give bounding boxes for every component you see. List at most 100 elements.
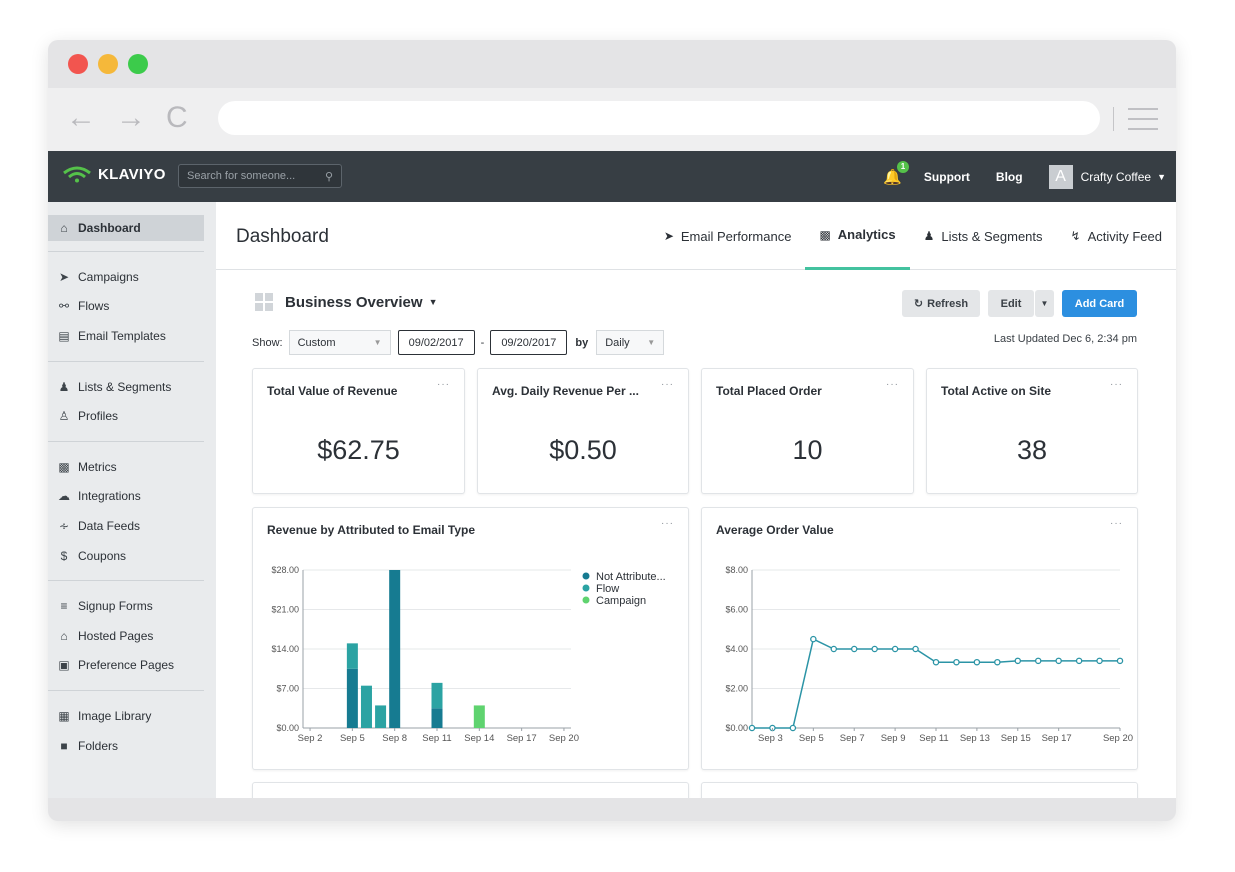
forward-arrow-icon[interactable]: → bbox=[116, 101, 146, 134]
y-tick-label: $0.00 bbox=[276, 723, 299, 733]
date-separator: - bbox=[480, 336, 485, 349]
card-menu-icon[interactable]: ··· bbox=[1110, 379, 1123, 390]
x-tick-label: Sep 3 bbox=[758, 733, 783, 744]
edit-dropdown-button[interactable]: ▼ bbox=[1035, 290, 1054, 317]
x-tick-label: Sep 2 bbox=[298, 733, 323, 744]
back-arrow-icon[interactable]: ← bbox=[66, 101, 96, 134]
search-input[interactable]: Search for someone... ⚲ bbox=[178, 164, 342, 188]
sidebar-item-profiles[interactable]: ♙ Profiles bbox=[48, 401, 216, 431]
sidebar-item-coupons[interactable]: $ Coupons bbox=[48, 541, 216, 571]
card-menu-icon[interactable]: ··· bbox=[661, 379, 674, 390]
users-icon: ♟ bbox=[923, 229, 935, 243]
sidebar-item-campaigns[interactable]: ➤ Campaigns bbox=[48, 262, 216, 292]
x-tick-label: Sep 5 bbox=[799, 733, 824, 744]
data-point bbox=[871, 645, 878, 653]
overview-title: Business Overview bbox=[285, 293, 423, 311]
sidebar-item-preference-pages[interactable]: ▣ Preference Pages bbox=[48, 651, 216, 681]
maximize-window-button[interactable] bbox=[128, 54, 148, 74]
chart-title: Average Order Value bbox=[716, 523, 834, 537]
sidebar-item-dashboard[interactable]: ⌂ Dashboard bbox=[48, 215, 204, 241]
legend-label: Flow bbox=[596, 583, 619, 595]
form-icon: ≡ bbox=[60, 599, 68, 614]
interval-select[interactable]: Daily ▼ bbox=[596, 330, 665, 355]
overview-selector[interactable]: Business Overview ▼ bbox=[255, 293, 438, 311]
data-point bbox=[789, 724, 797, 732]
wifi-logo-icon bbox=[63, 166, 91, 183]
add-card-button[interactable]: Add Card bbox=[1062, 290, 1137, 317]
bar-segment bbox=[360, 685, 372, 728]
metric-card-revenue: Total Value of Revenue ··· $62.75 bbox=[252, 368, 465, 494]
bar-segment bbox=[346, 668, 358, 728]
data-point bbox=[891, 645, 899, 653]
sidebar-item-signup-forms[interactable]: ≡ Signup Forms bbox=[48, 591, 216, 621]
paper-plane-icon: ➤ bbox=[663, 229, 674, 243]
close-window-button[interactable] bbox=[68, 54, 88, 74]
hamburger-menu-icon[interactable] bbox=[1128, 108, 1158, 138]
x-tick-label: Sep 5 bbox=[340, 733, 365, 744]
support-link[interactable]: Support bbox=[923, 169, 970, 184]
card-menu-icon[interactable]: ··· bbox=[437, 379, 450, 390]
data-point bbox=[932, 658, 940, 666]
card-menu-icon[interactable]: ··· bbox=[886, 379, 899, 390]
account-menu[interactable]: A Crafty Coffee ▼ bbox=[1048, 164, 1166, 189]
x-tick-label: Sep 11 bbox=[422, 733, 451, 744]
account-name: Crafty Coffee bbox=[1080, 169, 1152, 184]
sidebar-item-data-feeds[interactable]: ∻ Data Feeds bbox=[48, 511, 216, 541]
x-tick-label: Sep 15 bbox=[1001, 733, 1031, 744]
address-bar[interactable] bbox=[218, 101, 1100, 135]
end-date-input[interactable]: 09/20/2017 bbox=[490, 330, 568, 355]
y-tick-label: $8.00 bbox=[725, 565, 748, 575]
bar-chart-icon: ▩ bbox=[58, 459, 70, 474]
chevron-down-icon: ▼ bbox=[428, 297, 438, 307]
card-menu-icon[interactable]: ··· bbox=[661, 518, 674, 529]
card-menu-icon[interactable]: ··· bbox=[1110, 518, 1123, 529]
y-tick-label: $6.00 bbox=[725, 605, 748, 615]
bar-segment bbox=[473, 705, 485, 728]
sidebar-item-lists-segments[interactable]: ♟ Lists & Segments bbox=[48, 372, 216, 402]
chart-card-average-order-value: Average Order Value ··· $0.00 $2.00 $4.00 $… bbox=[701, 507, 1138, 770]
x-tick-label: Sep 14 bbox=[464, 733, 494, 744]
data-point bbox=[1014, 657, 1022, 665]
tab-email-performance[interactable]: ➤ Email Performance bbox=[663, 228, 792, 244]
tab-lists-segments[interactable]: ♟ Lists & Segments bbox=[923, 228, 1043, 244]
app-root: KLAVIYO Search for someone... ⚲ 🔔 1 Suppo… bbox=[48, 151, 1176, 798]
browser-toolbar: ← → C bbox=[48, 88, 1176, 151]
y-tick-label: $2.00 bbox=[725, 684, 748, 694]
page-header: Dashboard ➤ Email Performance ▩ Analytics … bbox=[216, 202, 1176, 270]
tab-analytics[interactable]: ▩ Analytics bbox=[805, 202, 910, 270]
main-content: Dashboard ➤ Email Performance ▩ Analytics … bbox=[216, 202, 1176, 798]
sidebar-item-folders[interactable]: ■ Folders bbox=[48, 731, 216, 761]
paper-plane-icon: ➤ bbox=[58, 269, 70, 284]
reload-icon[interactable]: C bbox=[166, 101, 188, 134]
by-label: by bbox=[575, 336, 589, 349]
sidebar: ⌂ Dashboard ➤ Campaigns ⚯ Flows ▤ Email Temp… bbox=[48, 202, 216, 798]
sidebar-item-flows[interactable]: ⚯ Flows bbox=[48, 292, 216, 322]
start-date-input[interactable]: 09/02/2017 bbox=[397, 330, 475, 355]
page-title: Dashboard bbox=[236, 226, 329, 247]
refresh-button[interactable]: ↻ Refresh bbox=[902, 290, 980, 317]
klaviyo-logo[interactable]: KLAVIYO bbox=[62, 165, 166, 183]
edit-button[interactable]: Edit bbox=[988, 290, 1034, 317]
minimize-window-button[interactable] bbox=[98, 54, 118, 74]
metric-card-active-on-site: Total Active on Site ··· 38 bbox=[926, 368, 1138, 494]
users-icon: ♟ bbox=[58, 379, 70, 394]
sidebar-item-metrics[interactable]: ▩ Metrics bbox=[48, 452, 216, 482]
x-tick-label: Sep 20 bbox=[1103, 733, 1133, 744]
y-tick-label: $21.00 bbox=[271, 605, 299, 615]
template-icon: ▤ bbox=[58, 328, 70, 343]
sidebar-item-hosted-pages[interactable]: ⌂ Hosted Pages bbox=[48, 621, 216, 651]
notification-bell-icon[interactable]: 🔔 1 bbox=[883, 160, 909, 186]
sidebar-item-image-library[interactable]: ▦ Image Library bbox=[48, 701, 216, 731]
toolbar-divider bbox=[1113, 107, 1114, 131]
sidebar-item-integrations[interactable]: ☁ Integrations bbox=[58, 489, 141, 504]
tab-activity-feed[interactable]: ↯ Activity Feed bbox=[1070, 228, 1162, 244]
bolt-icon: ↯ bbox=[1070, 229, 1081, 243]
window-icon: ▣ bbox=[58, 658, 70, 673]
chevron-down-icon: ▼ bbox=[1157, 171, 1166, 182]
sidebar-item-email-templates[interactable]: ▤ Email Templates bbox=[48, 321, 216, 351]
y-tick-label: $0.00 bbox=[725, 723, 748, 733]
range-select[interactable]: Custom ▼ bbox=[288, 330, 391, 355]
y-tick-label: $14.00 bbox=[271, 644, 299, 654]
blog-link[interactable]: Blog bbox=[995, 169, 1023, 184]
chart-card-revenue-attribution: Revenue by Attributed to Email Type ··· … bbox=[252, 507, 689, 770]
